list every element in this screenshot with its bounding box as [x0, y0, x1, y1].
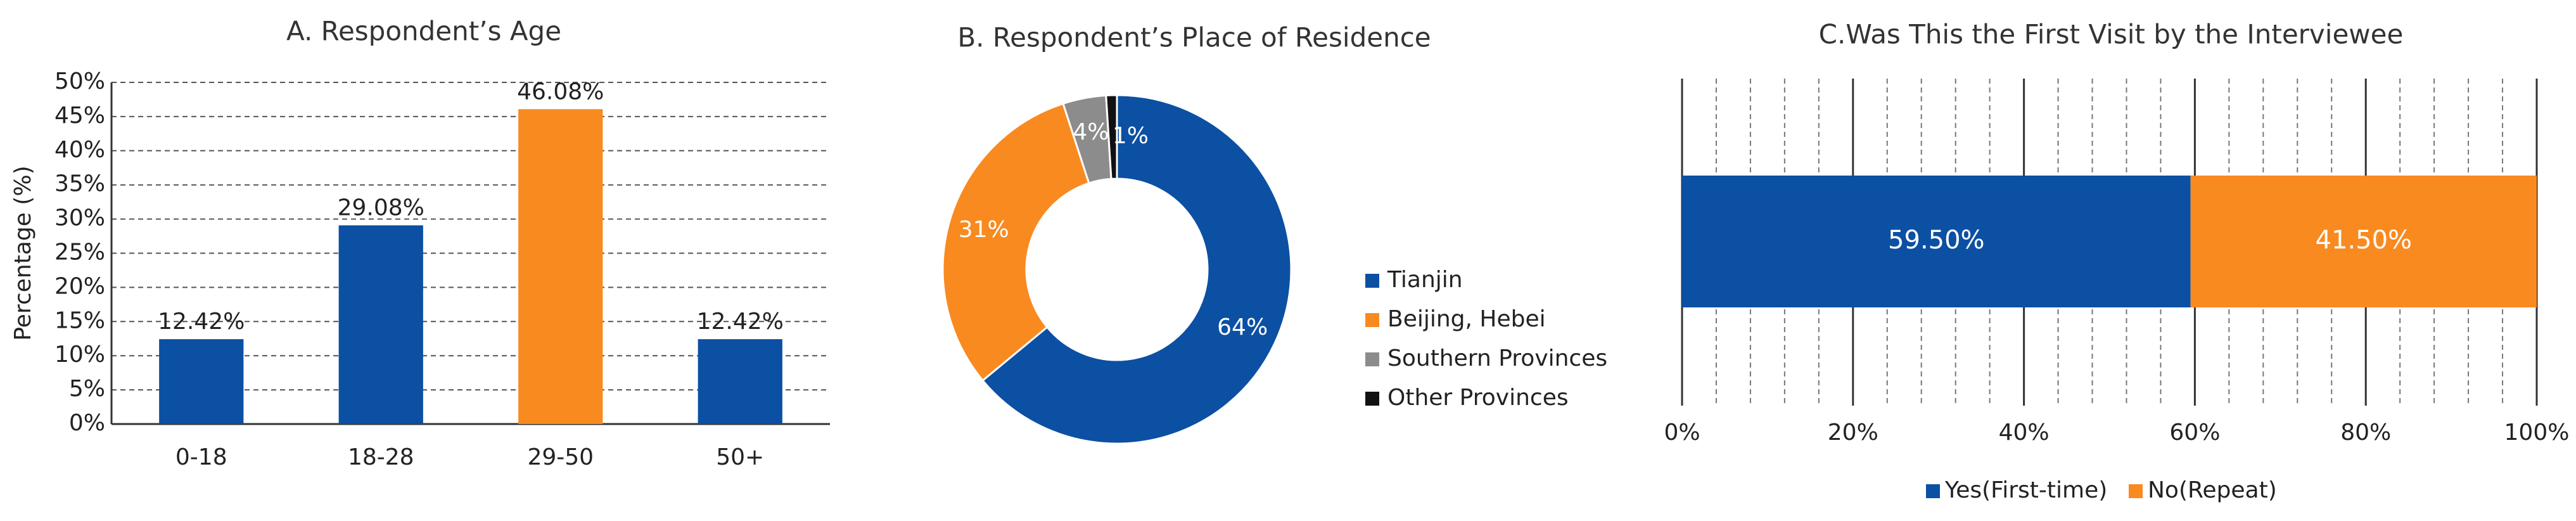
data-label: 1% [1113, 123, 1149, 149]
legend-label: Yes(First-time) [1944, 477, 2107, 503]
data-label: 59.50% [1888, 226, 1985, 255]
x-tick-label: 80% [2340, 420, 2391, 446]
data-label: 41.50% [2316, 226, 2413, 255]
bar [159, 339, 244, 424]
y-tick-label: 20% [54, 273, 105, 299]
legend-swatch [1365, 352, 1379, 366]
legend-swatch [1365, 313, 1379, 327]
bar-segment [2190, 176, 2537, 307]
x-tick-label: 50+ [716, 444, 764, 470]
chart-title: C.Was This the First Visit by the Interv… [1819, 19, 2404, 50]
x-tick-label: 40% [1999, 420, 2050, 446]
x-tick-label: 0% [1664, 420, 1700, 446]
pie-slice [1105, 94, 1118, 180]
legend-swatch [1365, 392, 1379, 406]
y-tick-label: 30% [54, 205, 105, 231]
y-tick-label: 50% [54, 68, 105, 94]
data-label: 12.42% [697, 309, 784, 335]
y-tick-label: 40% [54, 137, 105, 163]
data-label: 64% [1217, 314, 1268, 340]
x-tick-label: 0-18 [175, 444, 227, 470]
x-tick-label: 18-28 [348, 444, 414, 470]
x-tick-label: 60% [2169, 420, 2220, 446]
legend-label: Other Provinces [1387, 385, 1569, 411]
pie-slice [981, 94, 1292, 445]
bar-segment [1682, 176, 2191, 307]
legend-label: No(Repeat) [2148, 477, 2277, 503]
y-tick-label: 10% [54, 342, 105, 368]
bar [338, 225, 423, 424]
x-tick-label: 20% [1828, 420, 1878, 446]
y-tick-label: 0% [69, 410, 105, 436]
chart-title: A. Respondent’s Age [286, 16, 561, 47]
legend-label: Beijing, Hebei [1387, 306, 1546, 332]
bar [518, 109, 603, 424]
y-tick-label: 45% [54, 103, 105, 129]
legend-label: Tianjin [1387, 267, 1463, 293]
x-tick-label: 100% [2504, 420, 2570, 446]
bar [698, 339, 782, 424]
legend-swatch [2129, 484, 2143, 498]
data-label: 4% [1073, 119, 1109, 145]
x-tick-label: 29-50 [527, 444, 594, 470]
legend-swatch [1365, 274, 1379, 288]
y-tick-label: 5% [69, 376, 105, 402]
legend-label: Southern Provinces [1387, 345, 1607, 371]
y-tick-label: 25% [54, 240, 105, 266]
data-label: 12.42% [158, 309, 245, 335]
legend-swatch [1926, 484, 1940, 498]
data-label: 46.08% [517, 79, 604, 105]
y-axis-label: Percentage (%) [10, 165, 36, 340]
data-label: 31% [959, 217, 1009, 243]
pie-slice [941, 102, 1090, 382]
chart-title: B. Respondent’s Place of Residence [957, 22, 1431, 53]
y-tick-label: 35% [54, 171, 105, 197]
data-label: 29.08% [338, 195, 424, 221]
y-tick-label: 15% [54, 307, 105, 333]
